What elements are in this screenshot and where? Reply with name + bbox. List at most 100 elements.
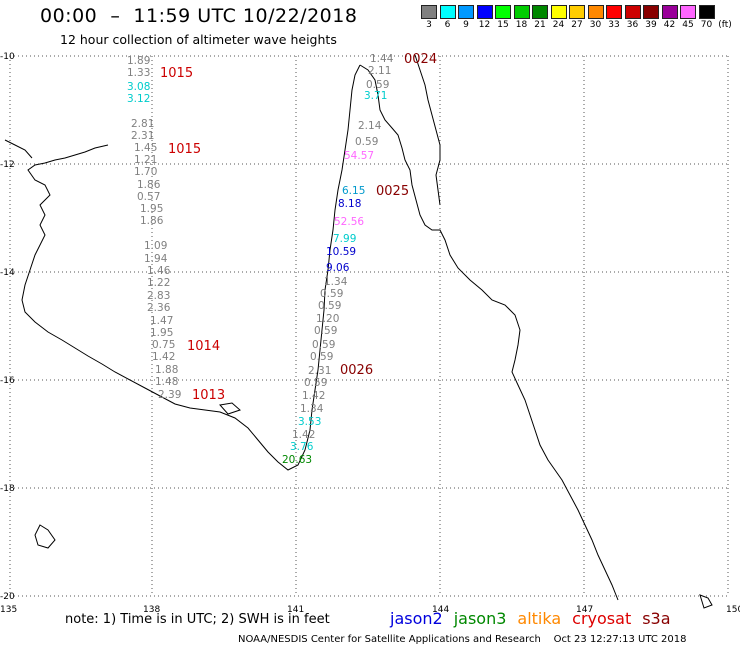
wave-height-value: 0.59 <box>318 300 341 312</box>
wave-height-value: 1.94 <box>144 253 168 265</box>
lon-tick-label: 135 <box>0 605 17 615</box>
legend-s3a: s3a <box>642 609 671 628</box>
wave-height-value: 7.99 <box>333 233 356 245</box>
scale-swatch <box>476 5 493 19</box>
wave-height-value: 1.34 <box>300 403 324 415</box>
lat-tick-label: -14 <box>0 268 15 278</box>
wave-height-value: 1.47 <box>150 315 173 327</box>
pass-time-label: 0025 <box>376 184 409 199</box>
wave-height-value: 0.59 <box>355 136 378 148</box>
wave-height-value: 2.31 <box>308 365 331 377</box>
wave-height-value: 1.20 <box>316 313 339 325</box>
wave-height-value: 10.59 <box>326 246 356 258</box>
wave-height-value: 1.22 <box>147 277 170 289</box>
satellite-pass-labels: 1015 1015 1014 1013 0024 0025 0026 <box>160 52 437 403</box>
wave-height-value: 1.44 <box>370 53 394 65</box>
scale-swatch <box>698 5 715 19</box>
scale-label: 21 <box>534 20 546 30</box>
wave-height-value: 3.12 <box>127 93 150 105</box>
scale-swatch <box>624 5 641 19</box>
wave-height-value: 2.11 <box>368 65 391 77</box>
wave-height-value: 3.71 <box>364 90 387 102</box>
scale-swatch <box>606 5 622 19</box>
legend-jason3: jason3 <box>453 609 507 628</box>
scale-label: 18 <box>515 20 528 30</box>
wave-height-value: 1.89 <box>127 55 150 67</box>
wave-height-value: 52.56 <box>334 216 364 228</box>
wave-height-value: 20.63 <box>282 454 312 466</box>
wave-height-value: 0.75 <box>152 339 175 351</box>
scale-label: 3 <box>426 20 432 30</box>
lon-tick-label: 147 <box>576 605 593 615</box>
wave-height-value: 0.59 <box>320 288 343 300</box>
wave-height-value: 2.83 <box>147 290 170 302</box>
wave-height-value: 1.95 <box>140 203 163 215</box>
wave-height-value: 1.09 <box>144 240 167 252</box>
wave-height-value: 0.57 <box>137 191 160 203</box>
scale-label: 12 <box>478 20 491 30</box>
scale-label: 30 <box>589 20 602 30</box>
wave-height-value: 1.48 <box>155 376 178 388</box>
coastline <box>4 54 713 609</box>
wave-height-value: 1.42 <box>292 429 315 441</box>
wave-height-value: 0.59 <box>314 325 337 337</box>
scale-label: 6 <box>444 20 451 30</box>
scale-swatch <box>532 5 548 19</box>
legend-cryosat: cryosat <box>572 609 632 628</box>
wave-height-value: 3.08 <box>127 81 150 93</box>
scale-swatch <box>587 5 604 19</box>
scale-label: 42 <box>663 20 676 30</box>
scale-label: 70 <box>700 20 713 30</box>
legend-jason2: jason2 <box>390 609 443 628</box>
scale-swatch <box>550 5 567 19</box>
footnote: note: 1) Time is in UTC; 2) SWH is in fe… <box>65 612 330 627</box>
wave-height-value: 1.86 <box>140 215 164 227</box>
wave-height-value: 1.86 <box>137 179 161 191</box>
map-title: 00:00 – 11:59 UTC 10/22/2018 <box>40 5 358 27</box>
wave-height-value: 54.57 <box>344 150 374 162</box>
scale-swatch <box>439 5 456 19</box>
wave-height-value: 1.46 <box>147 265 171 277</box>
wave-height-value: 9.06 <box>326 262 350 274</box>
wave-height-value: 2.39 <box>158 389 181 401</box>
lat-tick-label: -16 <box>0 376 15 386</box>
scale-label: 36 <box>626 20 639 30</box>
scale-swatch <box>661 5 678 19</box>
axis-tick-labels: -10 -12 -14 -16 -18 -20 135 138 141 144 147 150 <box>0 52 740 615</box>
wave-height-value: 1.88 <box>155 364 178 376</box>
map-subtitle: 12 hour collection of altimeter wave hei… <box>60 32 337 47</box>
lat-tick-label: -18 <box>0 484 15 494</box>
wave-height-value: 0.59 <box>312 339 335 351</box>
wave-height-value: 1.95 <box>150 327 173 339</box>
pass-time-label: 0026 <box>340 363 373 378</box>
wave-height-labels: 1.891.333.083.122.812.311.451.211.701.86… <box>127 53 394 466</box>
satellite-legend: jason2 jason3 altika cryosat s3a <box>390 609 682 628</box>
wave-height-value: 2.81 <box>131 118 154 130</box>
wave-height-value: 6.15 <box>342 185 365 197</box>
scale-label: 27 <box>571 20 583 30</box>
lat-tick-label: -10 <box>0 52 15 62</box>
scale-swatch <box>680 5 696 19</box>
lat-tick-label: -12 <box>0 160 15 170</box>
wave-height-value: 2.36 <box>147 302 171 314</box>
pass-time-label: 0024 <box>404 52 437 67</box>
lat-tick-label: -20 <box>0 592 15 602</box>
lon-tick-label: 138 <box>143 605 160 615</box>
wave-height-value: 0.59 <box>304 377 327 389</box>
wave-height-value: 3.53 <box>298 416 321 428</box>
wave-height-value: 8.18 <box>338 198 361 210</box>
scale-label: 15 <box>497 20 509 30</box>
wave-height-value: 1.42 <box>152 351 175 363</box>
scale-label: 24 <box>552 20 565 30</box>
pass-time-label: 1015 <box>160 66 193 81</box>
pass-time-label: 1013 <box>192 388 225 403</box>
lon-tick-label: 150 <box>726 605 740 615</box>
scale-swatch <box>569 5 585 19</box>
scale-label: 39 <box>645 20 657 30</box>
scale-swatch <box>513 5 530 19</box>
wave-height-value: 1.42 <box>302 390 325 402</box>
wave-height-value: 1.70 <box>134 166 157 178</box>
wave-height-value: 1.45 <box>134 142 157 154</box>
scale-swatch <box>643 5 659 19</box>
